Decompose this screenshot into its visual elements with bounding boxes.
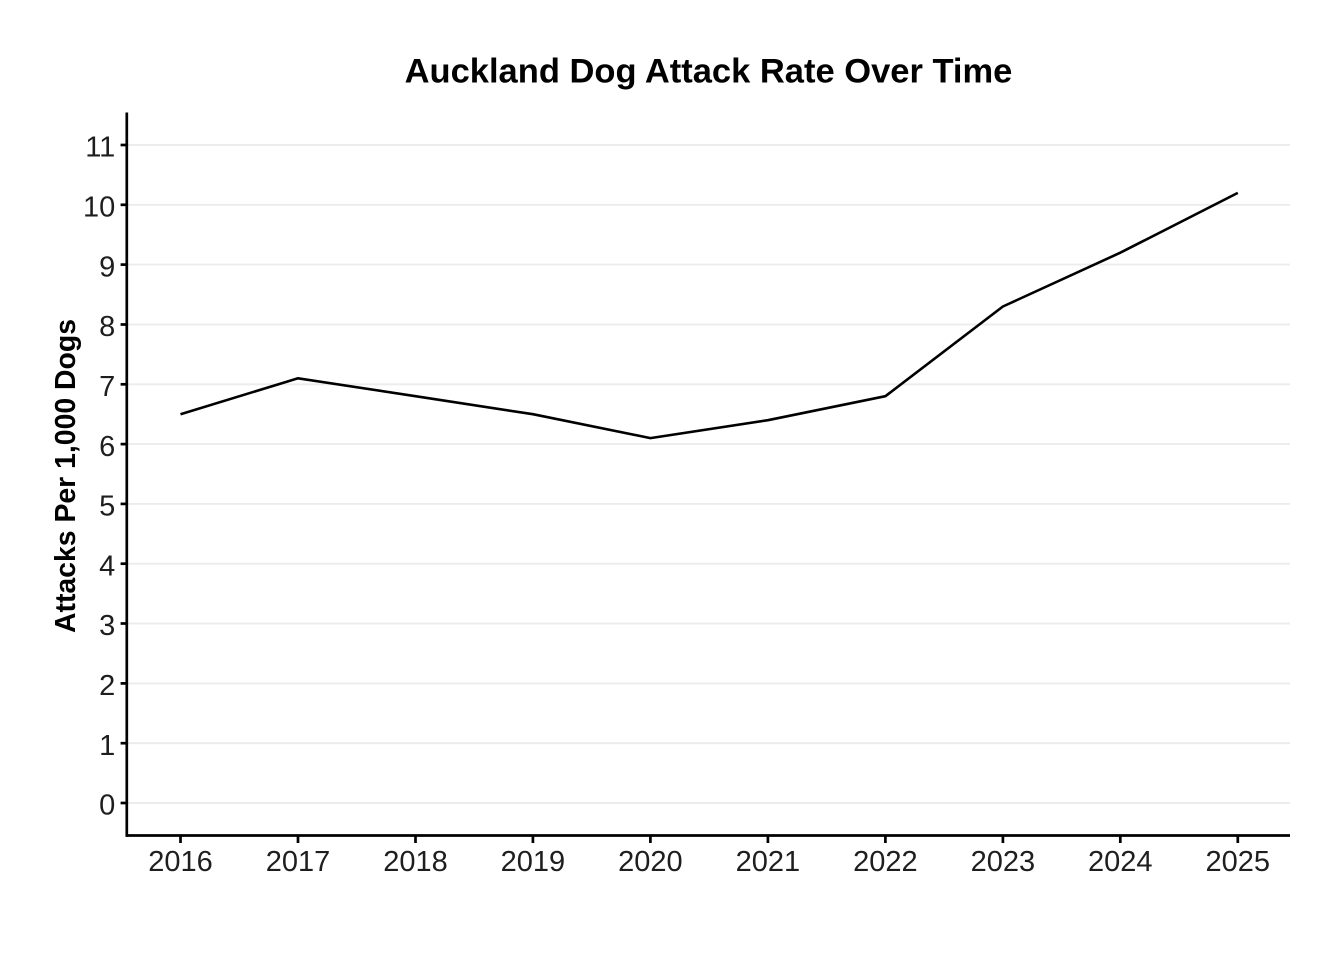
svg-text:4: 4 [99,550,115,582]
svg-text:7: 7 [99,371,115,403]
svg-text:1: 1 [99,730,115,762]
svg-text:10: 10 [83,192,115,224]
svg-text:11: 11 [85,132,115,164]
svg-text:6: 6 [99,431,115,463]
svg-text:0: 0 [99,790,115,822]
svg-text:8: 8 [99,311,115,343]
svg-text:2025: 2025 [1206,846,1271,878]
svg-text:2019: 2019 [501,846,566,878]
svg-text:2016: 2016 [148,846,213,878]
svg-text:5: 5 [99,491,115,523]
svg-text:3: 3 [99,610,115,642]
svg-text:9: 9 [99,251,115,283]
svg-text:2018: 2018 [383,846,448,878]
svg-text:2024: 2024 [1088,846,1153,878]
svg-text:Attacks Per 1,000 Dogs: Attacks Per 1,000 Dogs [50,319,82,633]
svg-text:2017: 2017 [266,846,331,878]
svg-text:2022: 2022 [853,846,918,878]
svg-text:2021: 2021 [736,846,801,878]
svg-text:Auckland Dog Attack Rate Over: Auckland Dog Attack Rate Over Time [405,53,1013,91]
svg-text:2: 2 [99,670,115,702]
svg-text:2023: 2023 [971,846,1036,878]
svg-text:2020: 2020 [618,846,683,878]
